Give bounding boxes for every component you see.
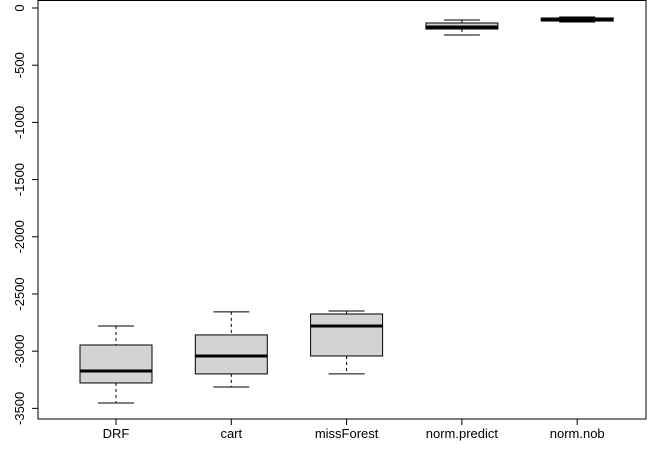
- x-tick-label: DRF: [103, 426, 130, 441]
- x-tick-label: norm.nob: [550, 426, 605, 441]
- box: [79, 344, 153, 384]
- box: [310, 313, 384, 357]
- y-tick-label: 0: [12, 4, 27, 11]
- y-tick-label: -500: [12, 52, 27, 78]
- y-tick-label: -2000: [12, 220, 27, 253]
- y-tick-label: -3000: [12, 335, 27, 368]
- x-tick-label: missForest: [315, 426, 379, 441]
- y-tick-label: -1500: [12, 163, 27, 196]
- x-tick-label: norm.predict: [426, 426, 499, 441]
- x-tick-label: cart: [220, 426, 242, 441]
- box: [194, 334, 268, 375]
- y-tick-label: -2500: [12, 277, 27, 310]
- plot-frame: [37, 0, 647, 420]
- y-tick-label: -3500: [12, 392, 27, 425]
- y-tick-label: -1000: [12, 106, 27, 139]
